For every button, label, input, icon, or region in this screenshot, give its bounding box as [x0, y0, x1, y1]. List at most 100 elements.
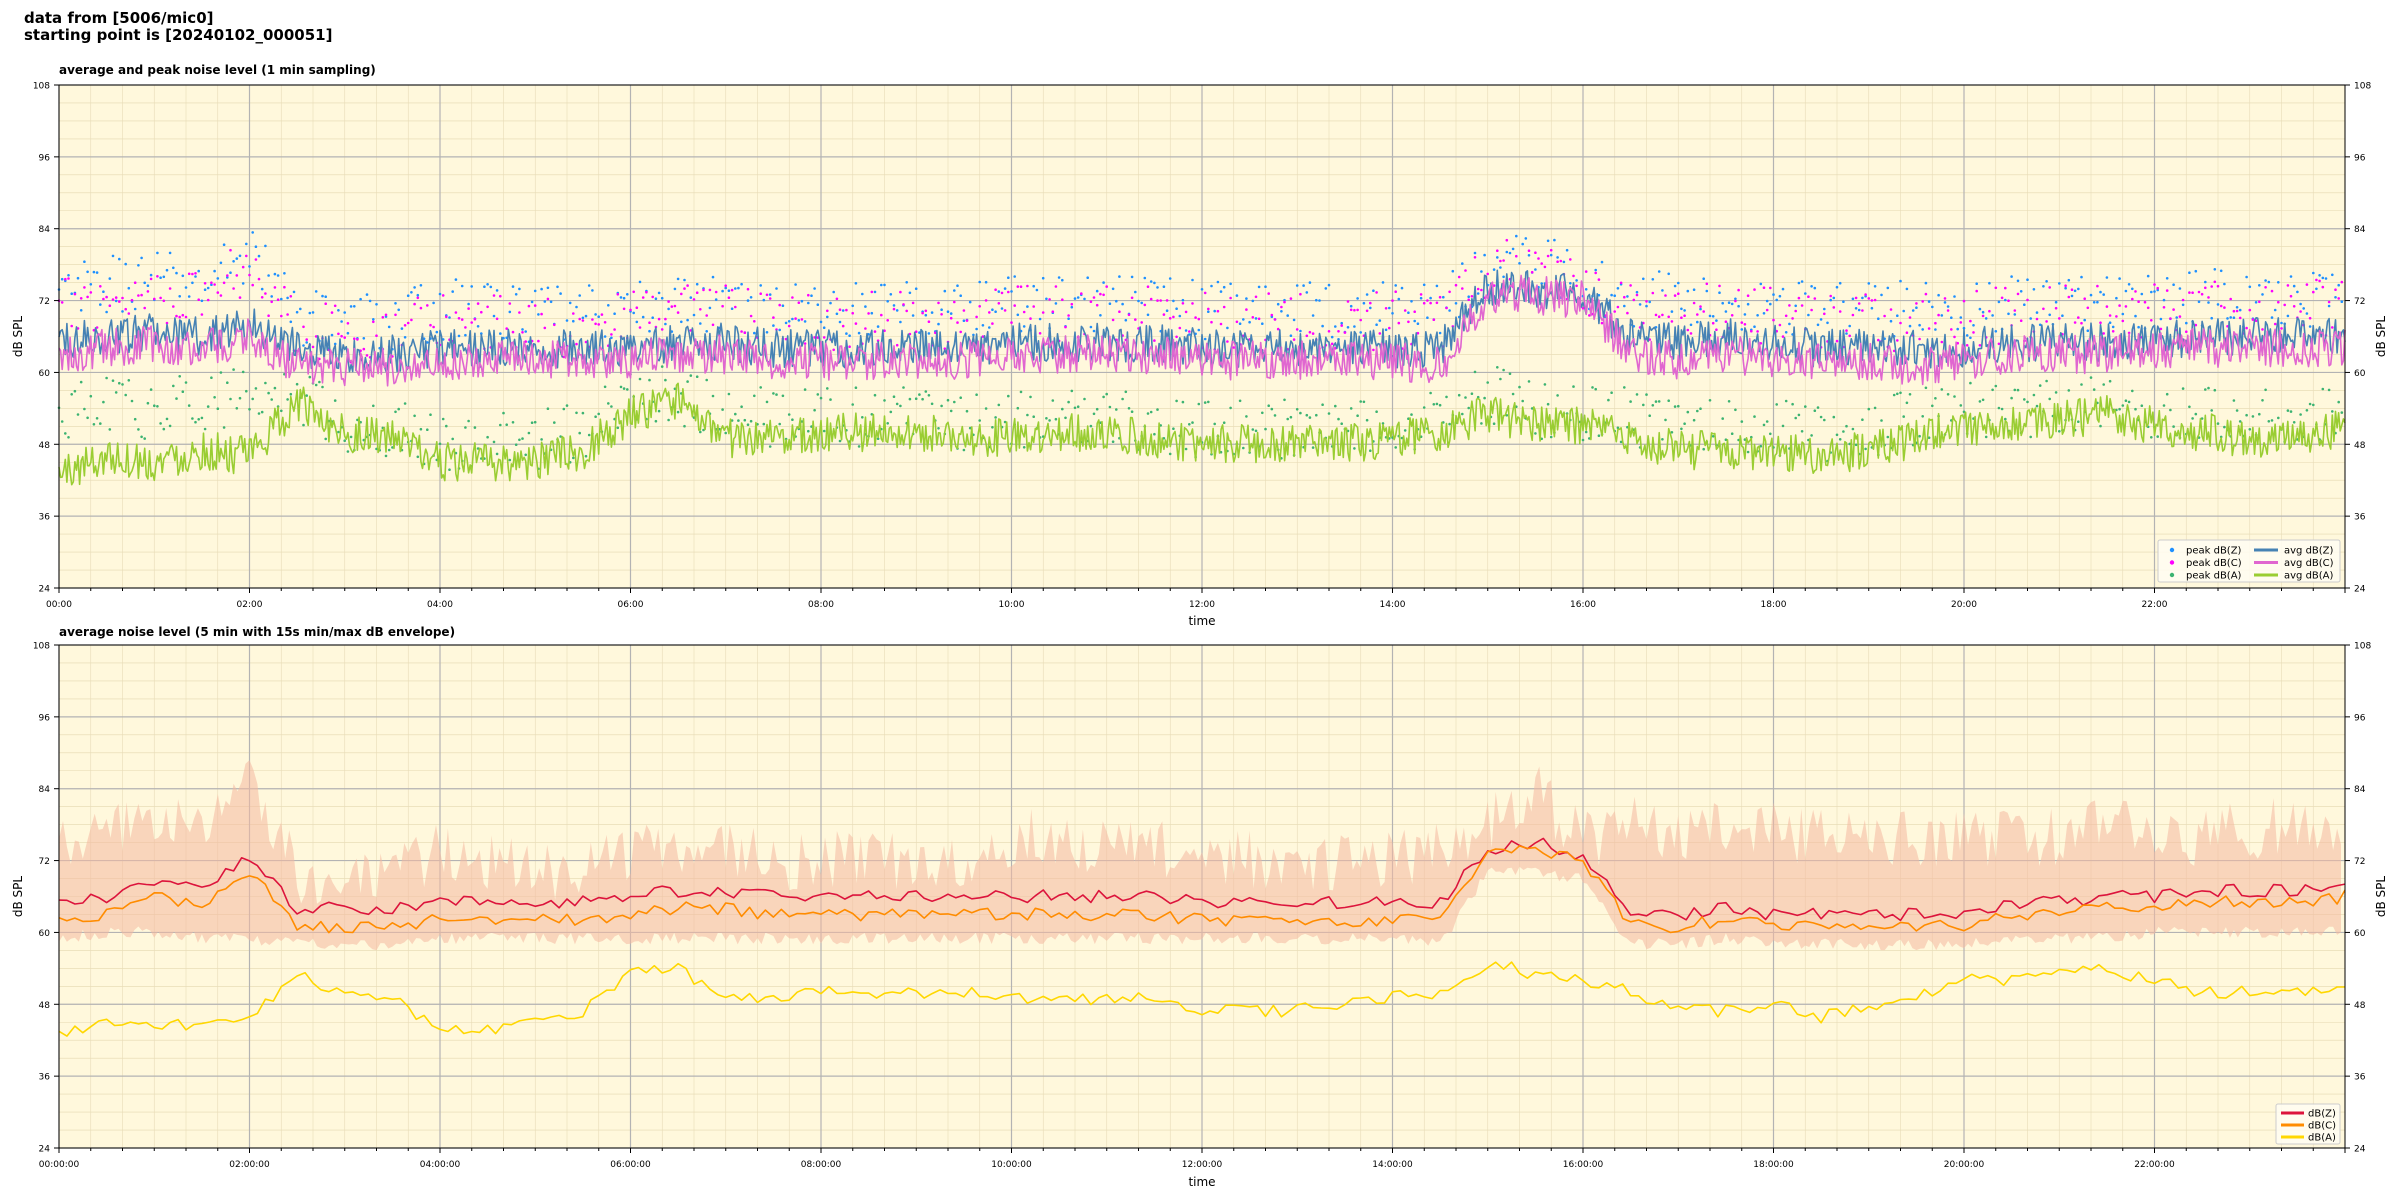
peak-point — [2229, 316, 2232, 319]
peak-point — [1496, 256, 1499, 259]
peak-point — [664, 378, 667, 382]
peak-point — [1616, 426, 1620, 430]
peak-point — [2258, 412, 2261, 416]
peak-point — [1388, 326, 1391, 330]
peak-point — [1899, 279, 1902, 283]
peak-point — [597, 315, 600, 319]
peak-point — [1984, 435, 1988, 439]
peak-point — [2200, 292, 2204, 296]
peak-point — [772, 324, 775, 327]
peak-point — [1988, 309, 1991, 313]
peak-point — [140, 293, 143, 297]
peak-point — [1724, 320, 1728, 324]
peak-point — [1889, 319, 1893, 323]
peak-point — [235, 257, 239, 260]
peak-point — [1451, 269, 1455, 273]
y-tick-label: 84 — [39, 225, 51, 235]
peak-point — [1661, 313, 1664, 317]
peak-point — [114, 391, 118, 394]
peak-point — [203, 282, 207, 285]
peak-point — [1381, 422, 1385, 425]
peak-point — [64, 277, 67, 281]
peak-point — [702, 428, 705, 432]
peak-point — [686, 318, 689, 322]
peak-point — [2083, 297, 2086, 301]
peak-point — [1064, 416, 1067, 420]
peak-point — [1032, 415, 1035, 419]
peak-point — [851, 304, 854, 308]
peak-point — [654, 419, 658, 423]
peak-point — [438, 292, 442, 296]
peak-point — [1391, 299, 1394, 302]
peak-point — [2150, 319, 2153, 322]
peak-point — [1848, 324, 1851, 328]
peak-point — [835, 312, 839, 316]
peak-point — [1022, 325, 1026, 328]
peak-point — [2045, 320, 2048, 323]
peak-point — [153, 297, 156, 301]
peak-point — [2016, 279, 2020, 283]
peak-point — [800, 299, 804, 303]
peak-point — [1556, 256, 1559, 259]
peak-point — [1168, 452, 1172, 456]
peak-point — [499, 423, 502, 427]
peak-point — [448, 468, 451, 472]
peak-point — [867, 312, 870, 315]
peak-point — [86, 295, 89, 299]
peak-point — [1213, 422, 1216, 426]
peak-point — [2048, 313, 2051, 317]
peak-point — [1105, 285, 1108, 288]
peak-point — [159, 296, 162, 300]
peak-point — [1407, 320, 1410, 324]
peak-point — [181, 313, 185, 317]
peak-point — [664, 317, 667, 321]
peak-point — [2235, 306, 2239, 309]
peak-point — [1711, 315, 1715, 318]
peak-point — [994, 310, 997, 314]
y-tick-label-right: 108 — [2354, 82, 2371, 92]
peak-point — [1534, 251, 1537, 254]
peak-point — [632, 311, 635, 315]
peak-point — [2029, 317, 2032, 320]
peak-point — [2156, 286, 2159, 290]
peak-point — [1956, 327, 1959, 331]
peak-point — [1429, 391, 1432, 395]
peak-point — [1854, 296, 1858, 300]
peak-point — [540, 287, 543, 291]
peak-point — [1969, 336, 1972, 340]
peak-point — [2258, 300, 2261, 304]
peak-point — [2261, 399, 2264, 402]
peak-point — [2016, 292, 2020, 296]
y-axis-label-right: dB SPL — [2374, 876, 2388, 918]
peak-point — [1823, 307, 1826, 311]
peak-point — [1073, 406, 1077, 410]
peak-point — [1975, 282, 1978, 286]
peak-point — [2321, 285, 2325, 289]
peak-point — [997, 290, 1001, 293]
peak-point — [67, 274, 70, 277]
peak-point — [2216, 422, 2220, 425]
legend-box — [2157, 539, 2341, 583]
peak-point — [1978, 344, 1982, 347]
peak-point — [765, 400, 769, 404]
peak-point — [1743, 313, 1747, 316]
peak-point — [575, 411, 578, 415]
peak-point — [587, 284, 591, 287]
peak-point — [1670, 431, 1674, 434]
peak-point — [572, 456, 575, 460]
peak-point — [1772, 318, 1775, 322]
legend-label: peak dB(C) — [2186, 558, 2242, 569]
peak-point — [2327, 300, 2331, 304]
peak-point — [372, 404, 375, 408]
peak-point — [2207, 301, 2210, 304]
y-tick-label-right: 48 — [2354, 441, 2366, 451]
peak-point — [914, 397, 918, 401]
peak-point — [1575, 279, 1578, 282]
peak-point — [114, 299, 118, 303]
chart-title: average and peak noise level (1 min samp… — [59, 63, 376, 77]
peak-point — [1940, 314, 1944, 317]
peak-point — [1556, 394, 1559, 397]
peak-point — [343, 336, 347, 339]
peak-point — [400, 327, 404, 330]
peak-point — [518, 311, 521, 314]
